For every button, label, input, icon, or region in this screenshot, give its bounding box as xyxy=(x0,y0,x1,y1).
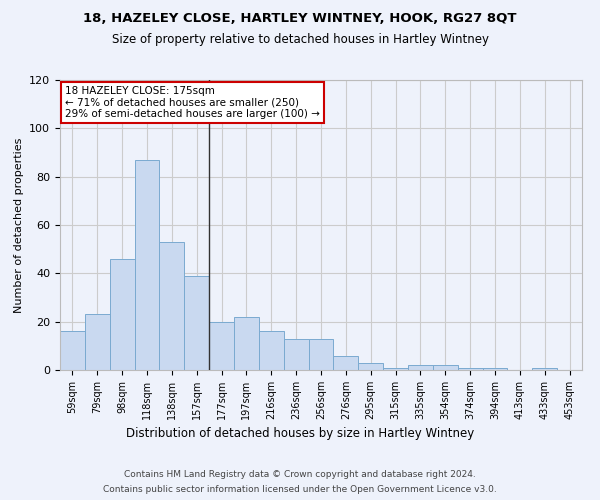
Bar xyxy=(85,314,110,370)
Bar xyxy=(383,368,408,370)
Bar xyxy=(334,356,358,370)
Text: 18 HAZELEY CLOSE: 175sqm
← 71% of detached houses are smaller (250)
29% of semi-: 18 HAZELEY CLOSE: 175sqm ← 71% of detach… xyxy=(65,86,320,119)
Bar xyxy=(308,338,334,370)
Text: Contains HM Land Registry data © Crown copyright and database right 2024.: Contains HM Land Registry data © Crown c… xyxy=(124,470,476,479)
Bar xyxy=(458,368,482,370)
Bar xyxy=(209,322,234,370)
Text: 18, HAZELEY CLOSE, HARTLEY WINTNEY, HOOK, RG27 8QT: 18, HAZELEY CLOSE, HARTLEY WINTNEY, HOOK… xyxy=(83,12,517,26)
Bar xyxy=(408,365,433,370)
Bar xyxy=(259,332,284,370)
Bar xyxy=(284,338,308,370)
Bar xyxy=(184,276,209,370)
Bar xyxy=(482,368,508,370)
Text: Distribution of detached houses by size in Hartley Wintney: Distribution of detached houses by size … xyxy=(126,428,474,440)
Bar xyxy=(160,242,184,370)
Bar xyxy=(433,365,458,370)
Bar xyxy=(532,368,557,370)
Text: Size of property relative to detached houses in Hartley Wintney: Size of property relative to detached ho… xyxy=(112,32,488,46)
Text: Contains public sector information licensed under the Open Government Licence v3: Contains public sector information licen… xyxy=(103,485,497,494)
Bar xyxy=(60,332,85,370)
Bar xyxy=(110,259,134,370)
Bar xyxy=(234,317,259,370)
Bar xyxy=(134,160,160,370)
Bar xyxy=(358,363,383,370)
Y-axis label: Number of detached properties: Number of detached properties xyxy=(14,138,23,312)
